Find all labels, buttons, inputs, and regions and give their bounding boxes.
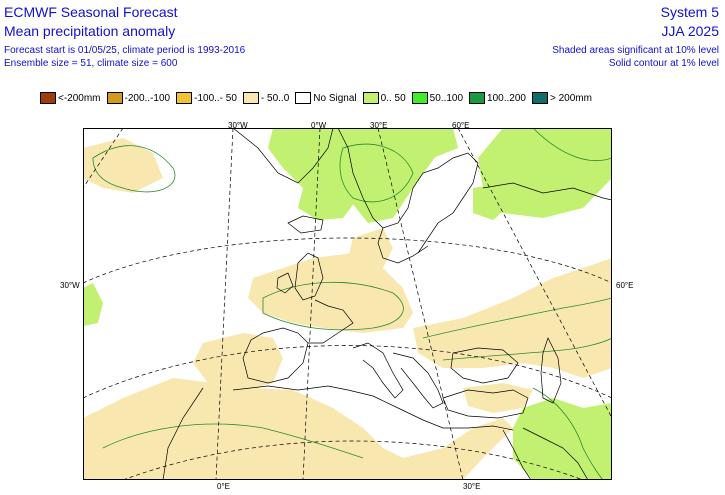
legend-label: -200..-100	[124, 92, 171, 104]
coast-arctic-russia	[482, 182, 612, 201]
legend-label: 100..200	[487, 92, 526, 104]
meridian-0	[302, 128, 321, 480]
wet-area-middleeast	[513, 398, 612, 480]
graticule-label-bottom-0: 0°E	[217, 482, 230, 491]
dry-area-northafrica	[83, 378, 513, 480]
wet-area-norway	[343, 128, 438, 223]
coast-iceland	[287, 215, 324, 234]
coastlines	[162, 128, 612, 480]
system-label: System 5	[660, 4, 719, 20]
page-title: ECMWF Seasonal Forecast	[4, 4, 178, 20]
coast-blacksea	[450, 347, 519, 384]
coast-iberia	[242, 327, 309, 384]
meridian-60w	[83, 128, 124, 189]
wet-area-siberia	[478, 128, 612, 218]
legend-item-no-signal: No Signal	[295, 92, 357, 104]
parallel-40n	[83, 345, 612, 399]
meridian-30w	[215, 128, 234, 480]
page-subtitle: Mean precipitation anomaly	[4, 23, 176, 39]
legend-label: No Signal	[313, 92, 357, 104]
coast-anatolia	[442, 389, 529, 419]
legend-swatch	[106, 92, 123, 104]
significance-contour-note: Solid contour at 1% level	[608, 58, 719, 69]
contour-line	[92, 145, 176, 193]
graticule-label-top-0: 0°W	[311, 121, 327, 130]
wet-area-urals	[473, 183, 513, 220]
coast-baltic	[377, 227, 429, 264]
graticule-label-bottom-30e: 30°E	[463, 482, 481, 491]
legend-label: -100..- 50	[194, 92, 237, 104]
contour-line	[442, 337, 612, 361]
meridian-30e	[377, 128, 464, 480]
wet-area-norway2	[298, 183, 358, 220]
precipitation-anomaly-map	[83, 128, 612, 480]
legend-swatch	[40, 92, 56, 104]
legend-item-50-0: - 50..0	[242, 92, 290, 104]
legend-label: 0.. 50	[380, 92, 406, 104]
legend-swatch	[176, 92, 193, 104]
legend-swatch	[362, 92, 379, 104]
legend-label: - 50..0	[260, 92, 290, 104]
ensemble-info: Ensemble size = 51, climate size = 600	[4, 58, 178, 69]
coast-northafrica	[232, 385, 514, 431]
graticule	[83, 128, 612, 480]
graticule-label-right-60e: 60°E	[616, 281, 634, 290]
graticule-label-top-60e: 60°E	[452, 121, 470, 130]
color-legend: <-200mm -200..-100 -100..- 50 - 50..0 No…	[40, 92, 598, 104]
parallel-20n	[122, 440, 584, 480]
contour-line	[339, 143, 414, 203]
coast-arabia	[522, 427, 589, 480]
legend-item-200-100: -200..-100	[106, 92, 171, 104]
contour-line	[532, 128, 612, 162]
legend-item-100-200: 100..200	[469, 92, 526, 104]
significance-contours	[92, 128, 612, 480]
coast-ireland	[276, 272, 294, 294]
coast-british-isles	[294, 252, 324, 301]
legend-swatch	[469, 92, 486, 104]
legend-item-100-50: -100..- 50	[176, 92, 237, 104]
legend-label: 50..100	[429, 92, 464, 104]
contour-line	[422, 297, 612, 339]
dry-area-scandinavia	[348, 228, 393, 273]
coast-redsea	[502, 429, 532, 480]
legend-swatch	[295, 92, 312, 104]
legend-swatch	[531, 92, 548, 104]
contour-line	[102, 423, 364, 459]
graticule-label-top-30e: 30°E	[370, 121, 388, 130]
season-label: JJA 2025	[661, 23, 719, 39]
contour-line	[532, 387, 604, 480]
coast-scandinavia	[337, 128, 479, 254]
parallel-60n	[83, 237, 612, 284]
meridian-60e	[457, 128, 612, 419]
dry-area-turkey	[463, 383, 533, 413]
legend-swatch	[242, 92, 259, 104]
legend-item-50-100: 50..100	[411, 92, 464, 104]
coast-italy	[352, 342, 404, 399]
wet-area-atlantic-small	[83, 283, 103, 326]
graticule-label-left-30w: 30°W	[60, 281, 80, 290]
legend-item-0-50: 0.. 50	[362, 92, 406, 104]
coast-greenland	[232, 128, 334, 184]
coast-westafrica	[162, 387, 204, 480]
coast-westeurope	[308, 299, 354, 344]
forecast-info: Forecast start is 01/05/25, climate peri…	[4, 45, 246, 56]
contour-line	[262, 281, 404, 331]
significance-shaded-note: Shaded areas significant at 10% level	[552, 45, 719, 56]
coast-balkans	[392, 352, 444, 409]
wet-area-barents	[413, 128, 458, 158]
graticule-label-top-30w: 30°W	[228, 121, 248, 130]
legend-item-lt-200: <-200mm	[40, 92, 101, 104]
dry-area-westeurope	[248, 253, 413, 333]
legend-item-gt-200: > 200mm	[531, 92, 592, 104]
legend-label: <-200mm	[58, 92, 101, 104]
coast-caspian	[540, 337, 562, 404]
map-frame	[83, 128, 612, 480]
legend-label: > 200mm	[549, 92, 592, 104]
legend-swatch	[411, 92, 428, 104]
